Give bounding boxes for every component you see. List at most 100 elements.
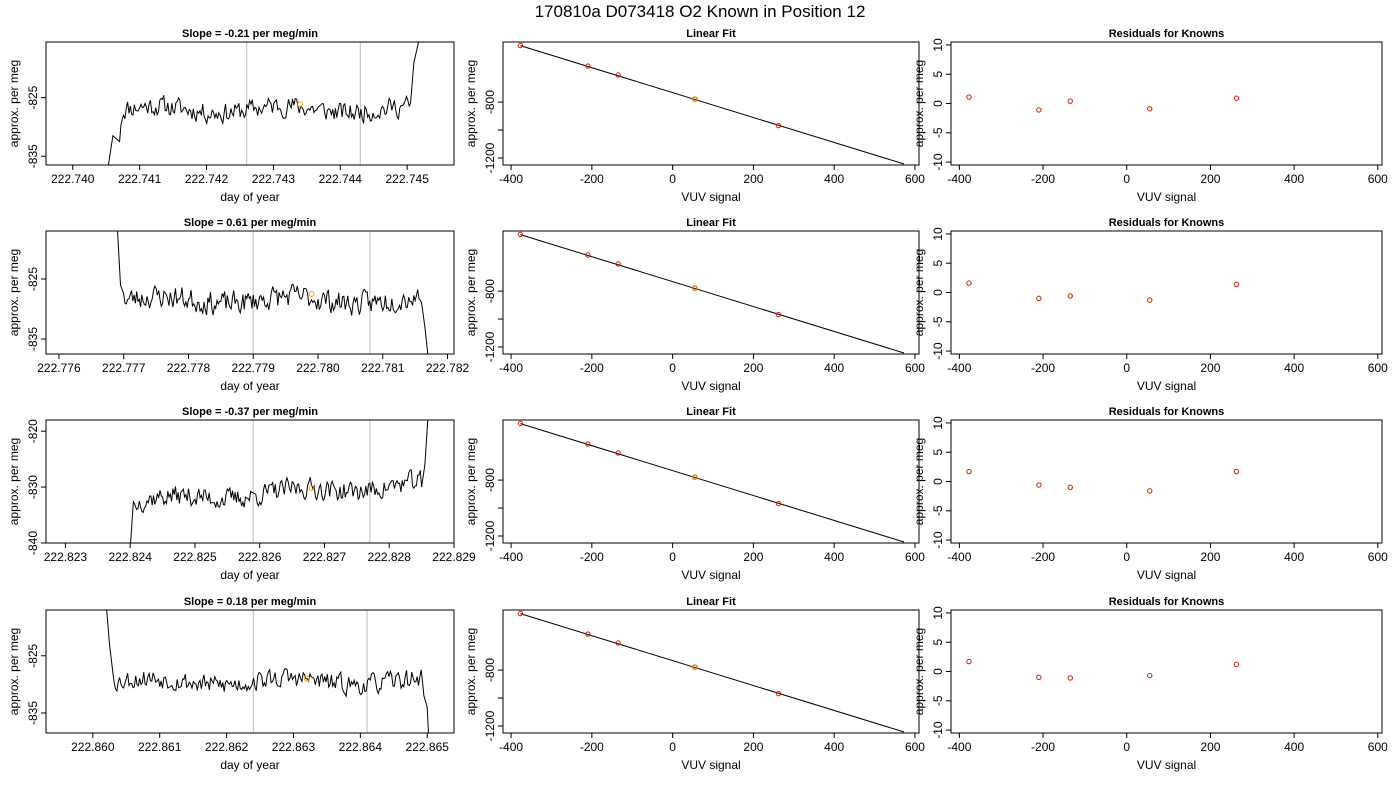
plot-frame (950, 609, 1383, 734)
data-point (517, 42, 524, 49)
y-tick-label: -1200 (483, 520, 497, 551)
x-tick-label: 222.782 (426, 361, 470, 375)
fit-line (520, 45, 905, 165)
x-tick-label: 200 (743, 361, 763, 375)
y-tick-label: 10 (931, 416, 945, 430)
x-tick-label: 200 (743, 550, 763, 564)
highlight-point (691, 474, 698, 481)
x-tick-label: 0 (669, 550, 676, 564)
x-tick-label: 222.742 (185, 172, 229, 186)
fit-line (520, 234, 905, 354)
x-tick-label: 222.829 (432, 550, 476, 564)
y-tick-label: -5 (931, 695, 945, 706)
panel-title: Residuals for Knowns (1109, 596, 1225, 608)
series-line (107, 42, 420, 165)
x-tick-label: 222.778 (167, 361, 211, 375)
y-tick-label: 5 (931, 639, 945, 646)
highlight-point (303, 675, 310, 682)
x-tick-label: 200 (743, 172, 763, 186)
x-tick-label: 600 (1368, 361, 1388, 375)
x-tick-label: 222.864 (339, 740, 383, 754)
data-point (966, 280, 972, 286)
data-point (775, 690, 782, 697)
panel-fit-row-4: Linear Fit -400 -200 0 200 400 600 VUV signal -1… (464, 596, 925, 772)
y-tick-label: -1200 (483, 710, 497, 741)
plot-frame (45, 609, 455, 734)
x-tick-label: -200 (580, 361, 604, 375)
x-tick-label: 222.741 (118, 172, 162, 186)
x-tick-label: 222.825 (173, 550, 217, 564)
x-tick-label: 222.828 (368, 550, 412, 564)
plot-area (966, 280, 1240, 303)
data-point (585, 63, 591, 69)
data-point (585, 631, 591, 637)
y-tick-label: -825 (26, 85, 40, 109)
x-tick-label: 222.862 (205, 740, 249, 754)
data-point (615, 261, 621, 267)
data-point (1233, 281, 1240, 287)
x-tick-label: 0 (1123, 361, 1130, 375)
x-tick-label: 400 (1284, 361, 1304, 375)
plot-frame (502, 41, 920, 166)
highlight-point (308, 485, 315, 492)
x-tick-label: 400 (824, 172, 844, 186)
plot-frame (45, 41, 455, 166)
panel-title: Residuals for Knowns (1109, 28, 1225, 40)
y-axis-label: approx. per meg (464, 249, 478, 336)
x-tick-label: 222.745 (385, 172, 429, 186)
x-tick-label: 400 (824, 550, 844, 564)
y-tick-label: -835 (26, 701, 40, 725)
highlight-point (691, 285, 698, 292)
plot-frame (502, 419, 920, 544)
panel-residuals-row-1: Residuals for Knowns -400 -200 0 200 400 600 VU… (912, 28, 1388, 204)
x-tick-label: 200 (1200, 172, 1220, 186)
x-tick-label: 0 (1123, 740, 1130, 754)
x-tick-label: 200 (1200, 550, 1220, 564)
plot-area (517, 420, 905, 543)
x-axis-label: VUV signal (1137, 379, 1196, 393)
y-axis-label: approx. per meg (912, 249, 926, 336)
panel-title: Slope = -0.21 per meg/min (182, 28, 318, 40)
y-axis-label: approx. per meg (7, 249, 21, 336)
x-axis-label: VUV signal (1137, 190, 1196, 204)
data-point (1036, 482, 1042, 488)
x-tick-label: -400 (947, 172, 971, 186)
panel-title: Linear Fit (686, 406, 736, 418)
x-tick-label: 600 (905, 550, 925, 564)
x-tick-label: 222.826 (238, 550, 282, 564)
y-tick-label: 10 (931, 38, 945, 52)
x-tick-label: -200 (1031, 361, 1055, 375)
y-tick-label: 5 (931, 260, 945, 267)
x-tick-label: 400 (824, 740, 844, 754)
x-axis-label: day of year (220, 379, 279, 393)
x-axis-label: VUV signal (681, 190, 740, 204)
x-tick-label: 600 (1368, 172, 1388, 186)
y-tick-label: -800 (483, 279, 497, 303)
data-point (1147, 297, 1153, 303)
panel-title: Slope = -0.37 per meg/min (182, 406, 318, 418)
highlight-point (691, 96, 698, 103)
y-tick-label: -1200 (483, 331, 497, 362)
data-point (1147, 488, 1153, 494)
highlight-point (691, 664, 698, 671)
y-tick-label: -800 (483, 90, 497, 114)
series-line (117, 231, 429, 354)
y-tick-label: -5 (931, 316, 945, 327)
data-point (1067, 484, 1073, 491)
x-tick-label: 222.744 (319, 172, 363, 186)
x-tick-label: -400 (499, 740, 523, 754)
x-tick-label: 0 (669, 361, 676, 375)
panel-title: Slope = 0.61 per meg/min (184, 217, 317, 229)
plot-frame (950, 419, 1383, 544)
plot-area (517, 231, 905, 354)
x-tick-label: 222.865 (406, 740, 450, 754)
x-tick-label: -200 (580, 172, 604, 186)
panel-title: Residuals for Knowns (1109, 217, 1225, 229)
y-tick-label: -825 (26, 643, 40, 667)
plot-area (117, 231, 429, 354)
panel-residuals-row-3: Residuals for Knowns -400 -200 0 200 400 600 VU… (912, 406, 1388, 582)
y-tick-label: -825 (26, 267, 40, 291)
x-tick-label: -400 (947, 550, 971, 564)
highlight-point (297, 101, 304, 107)
